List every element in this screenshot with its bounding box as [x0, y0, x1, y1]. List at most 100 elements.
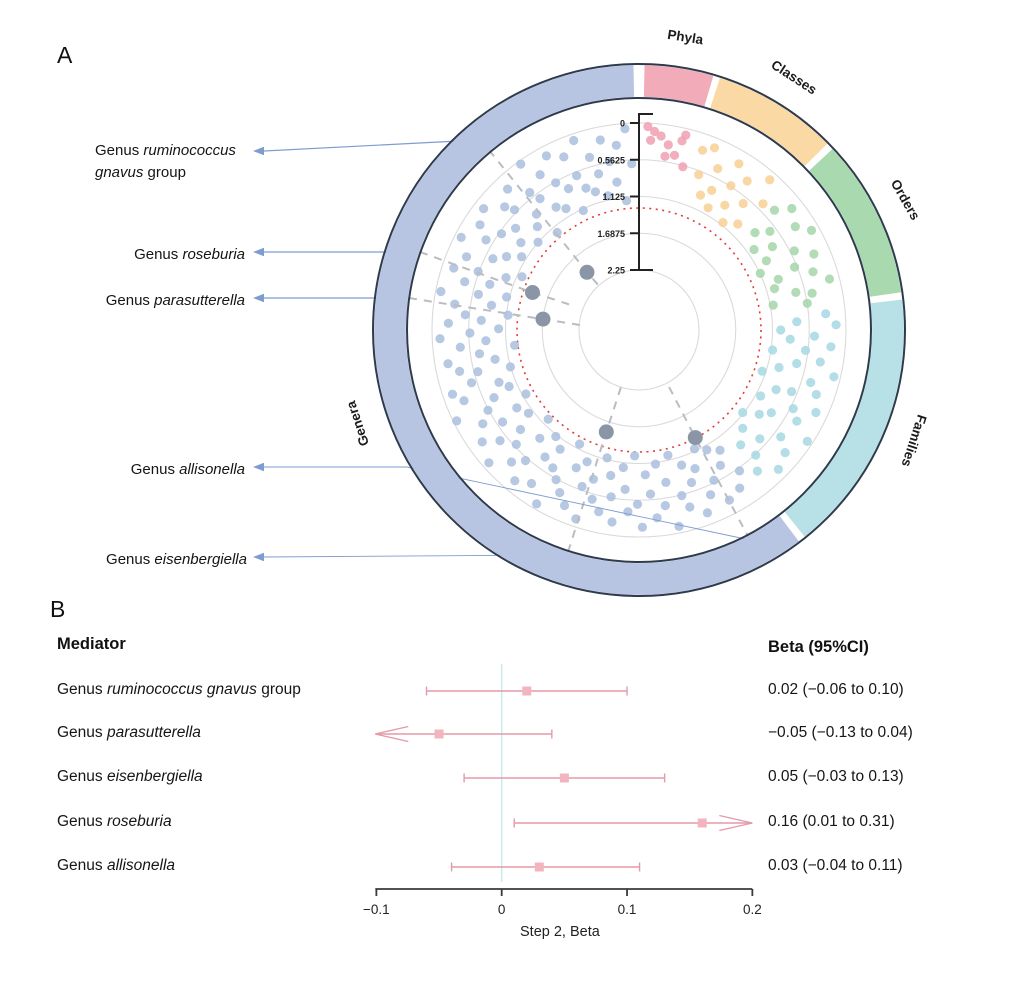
data-dot — [713, 164, 723, 174]
data-dot — [495, 436, 505, 446]
data-dot — [751, 450, 761, 460]
left-arrowhead-icon — [253, 293, 264, 303]
data-dot — [569, 135, 579, 146]
mediator-label-text: ruminococcus gnavus — [106, 681, 257, 698]
data-dot — [552, 227, 562, 238]
data-dot — [749, 244, 759, 255]
data-dot — [776, 432, 786, 442]
left-arrowhead-icon — [253, 552, 264, 562]
sector-dots-classes — [694, 143, 775, 229]
beta-ci-value: 0.02 (−0.06 to 0.10) — [768, 681, 904, 698]
data-dot — [532, 499, 542, 509]
forest-row — [463, 773, 666, 783]
data-dot — [551, 202, 561, 212]
ring-segment-phyla — [643, 65, 714, 107]
forest-row — [425, 686, 628, 696]
sector-dots-genera — [435, 124, 745, 532]
data-dot — [555, 488, 565, 498]
data-dot — [590, 187, 601, 197]
data-dot — [436, 286, 446, 297]
forest-row — [513, 814, 753, 832]
data-dot — [488, 254, 498, 264]
data-dot — [486, 300, 497, 310]
data-dot — [481, 336, 491, 346]
data-dot — [460, 277, 470, 287]
data-dot — [806, 225, 817, 235]
callout-label-text: group — [143, 164, 186, 181]
data-dot — [479, 204, 489, 214]
data-dot — [541, 151, 552, 161]
data-dot — [526, 478, 537, 489]
data-dot — [689, 444, 700, 454]
x-axis-tick-label: −0.1 — [363, 902, 390, 917]
callout-label: Genus ruminococcus gnavus group — [95, 140, 245, 184]
callout-label-text: ruminococcus — [143, 142, 236, 159]
data-dot — [821, 309, 831, 319]
data-dot — [787, 387, 797, 397]
data-dot — [734, 159, 744, 169]
data-dot — [715, 445, 725, 455]
data-dot — [690, 464, 700, 474]
data-dot — [792, 358, 802, 369]
sector-dots-orders — [749, 203, 835, 310]
beta-column-header: Beta (95%CI) — [768, 638, 869, 656]
data-dot — [807, 288, 817, 298]
ring-label-orders: Orders — [888, 177, 923, 223]
dashed-connector-line — [488, 149, 600, 287]
ring-segment-families — [784, 299, 904, 537]
data-dot — [630, 451, 640, 461]
data-dot — [602, 453, 612, 463]
data-dot — [726, 181, 736, 191]
data-dot — [501, 252, 512, 262]
beta-ci-value: 0.05 (−0.03 to 0.13) — [768, 768, 904, 785]
data-dot — [577, 481, 587, 492]
data-dot — [540, 452, 550, 462]
data-dot — [768, 300, 778, 310]
radial-axis-tick-label: 1.125 — [602, 192, 625, 202]
data-dot — [502, 292, 512, 302]
data-dot — [706, 490, 716, 500]
data-dot — [606, 470, 616, 481]
mediator-label-text: group — [256, 681, 301, 698]
data-dot — [627, 159, 637, 169]
data-dot — [811, 407, 821, 418]
data-dot — [484, 458, 494, 468]
callout-label-text: gnavus — [95, 164, 144, 181]
data-dot — [769, 205, 780, 215]
data-dot — [517, 252, 527, 262]
data-dot — [831, 320, 841, 330]
data-dot — [824, 274, 835, 284]
data-dot — [476, 315, 486, 325]
mediator-label: Genus eisenbergiella — [57, 768, 203, 786]
data-dot — [790, 262, 800, 272]
data-dot — [773, 464, 784, 474]
data-dot — [660, 501, 670, 511]
data-dot — [707, 185, 717, 195]
data-dot — [808, 267, 818, 277]
callout-label-text: eisenbergiella — [154, 551, 247, 568]
data-dot — [780, 448, 790, 458]
data-dot — [455, 342, 465, 352]
data-dot — [681, 130, 691, 140]
data-dot — [702, 445, 712, 455]
data-dot — [551, 431, 561, 442]
data-dot — [571, 463, 581, 473]
data-dot — [750, 228, 760, 238]
data-dot — [829, 372, 839, 382]
x-axis-tick-label: 0 — [497, 902, 506, 917]
data-dot — [678, 162, 688, 172]
data-dot — [581, 183, 591, 193]
data-dot — [478, 419, 488, 429]
data-dot — [703, 203, 713, 213]
data-dot — [551, 475, 561, 485]
data-dot — [443, 359, 453, 369]
data-dot — [551, 178, 561, 188]
data-dot — [733, 219, 743, 229]
data-dot — [503, 310, 513, 320]
data-dot — [456, 232, 466, 242]
data-dot — [435, 334, 445, 344]
data-dot — [677, 460, 687, 470]
callout-label-text: allisonella — [179, 461, 245, 478]
data-dot — [525, 187, 535, 198]
data-dot — [559, 152, 569, 162]
